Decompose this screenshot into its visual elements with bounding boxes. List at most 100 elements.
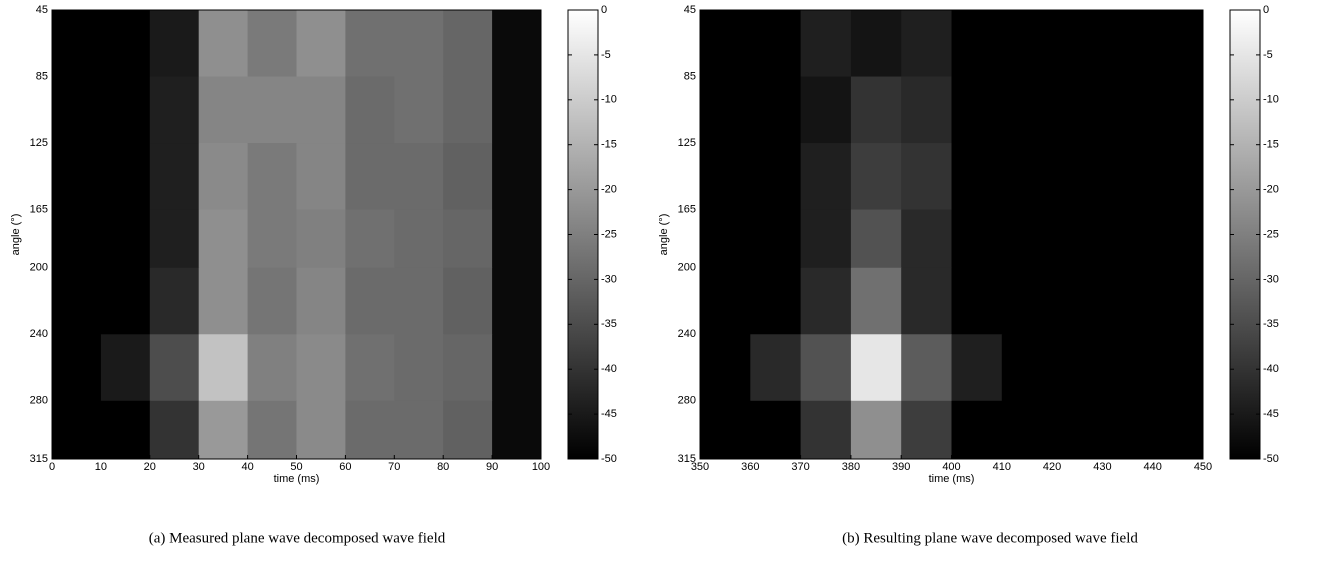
y-tick-label: 315 [678,453,696,465]
heatmap-cell [296,267,346,335]
heatmap-cell [394,209,444,269]
heatmap-cell [1152,334,1204,402]
heatmap-cell [443,76,493,144]
x-tick-label: 10 [95,461,107,473]
heatmap-cell [700,400,751,460]
x-tick-label: 60 [339,461,351,473]
colorbar-tick-label: -40 [1263,363,1279,375]
heatmap-cell [1001,76,1053,144]
heatmap-cell [100,76,151,144]
heatmap-cell [700,209,751,269]
heatmap-cell [850,334,902,402]
heatmap-cell [750,76,802,144]
heatmap-cell [901,76,952,144]
heatmap-cell [750,400,802,460]
heatmap-cell [901,10,952,78]
x-tick-label: 390 [892,461,910,473]
heatmap-cell [951,400,1003,460]
colorbar-tick-label: -35 [1263,318,1279,330]
heatmap-cell [492,209,542,269]
heatmap-cell [750,267,802,335]
heatmap-cell [149,267,200,335]
heatmap-cell [149,209,200,269]
heatmap-cell [1052,143,1103,211]
heatmap-cell [1102,76,1154,144]
heatmap-cell [149,143,200,211]
x-tick-label: 440 [1144,461,1162,473]
heatmap-cell [750,10,802,78]
heatmap-cell [394,76,444,144]
y-tick-label: 125 [30,137,48,149]
heatmap-cell [951,334,1003,402]
heatmap-cell [198,209,249,269]
colorbar-tick-label: -25 [601,228,617,240]
heatmap-cell [1152,209,1204,269]
colorbar-tick-label: -25 [1263,228,1279,240]
heatmap-cell [1102,267,1154,335]
heatmap-cell [443,334,493,402]
heatmap-cell [149,76,200,144]
heatmap-cell [198,143,249,211]
colorbar-tick-label: -30 [601,273,617,285]
heatmap-cell [100,209,151,269]
x-tick-label: 350 [691,461,709,473]
heatmap-cell [1152,76,1204,144]
heatmap-cell [394,10,444,78]
colorbar-tick-label: -30 [1263,273,1279,285]
heatmap-cell [52,400,102,460]
heatmap-cell [443,10,493,78]
heatmap-cell [1152,10,1204,78]
y-tick-label: 315 [30,453,48,465]
heatmap-cell [198,76,249,144]
x-tick-label: 20 [144,461,156,473]
heatmap-cell [1102,10,1154,78]
heatmap-cell [1001,400,1053,460]
heatmap-cell [492,10,542,78]
heatmap-cell [492,267,542,335]
y-tick-label: 200 [678,262,696,274]
heatmap-cell [345,209,395,269]
heatmap-cell [800,334,852,402]
y-tick-label: 280 [678,395,696,407]
heatmap-cell [1052,400,1103,460]
heatmap-cell [1152,143,1204,211]
heatmap-cell [750,209,802,269]
heatmap-cell [345,267,395,335]
heatmap-cell [800,76,852,144]
heatmap-cell [700,10,751,78]
x-tick-label: 450 [1194,461,1212,473]
colorbar-tick-label: 0 [601,4,607,16]
colorbar-tick-label: -35 [601,318,617,330]
heatmap-cell [100,400,151,460]
colorbar-tick-label: -45 [1263,408,1279,420]
heatmap-cell [800,10,852,78]
heatmap-cell [247,209,297,269]
heatmap-cell [1052,209,1103,269]
y-tick-label: 165 [30,203,48,215]
heatmap-cell [52,267,102,335]
colorbar-tick-label: -40 [601,363,617,375]
x-tick-label: 380 [842,461,860,473]
heatmap-cell [394,143,444,211]
heatmap-cell [296,209,346,269]
heatmap-cell [1001,143,1053,211]
colorbar-tick-label: 0 [1263,4,1269,16]
heatmap-cell [492,334,542,402]
y-tick-label: 85 [684,70,696,82]
heatmap-cell [1152,400,1204,460]
heatmap-cell [443,143,493,211]
x-tick-label: 90 [486,461,498,473]
colorbar-tick-label: -10 [601,94,617,106]
heatmap-cell [247,10,297,78]
heatmap-cell [492,400,542,460]
x-tick-label: 370 [791,461,809,473]
heatmap-cell [850,143,902,211]
heatmap-cell [100,267,151,335]
heatmap-cell [394,400,444,460]
x-tick-label: 100 [532,461,550,473]
x-tick-label: 400 [942,461,960,473]
x-tick-label: 430 [1093,461,1111,473]
x-axis-label: time (ms) [274,473,320,485]
heatmap-cell [700,334,751,402]
